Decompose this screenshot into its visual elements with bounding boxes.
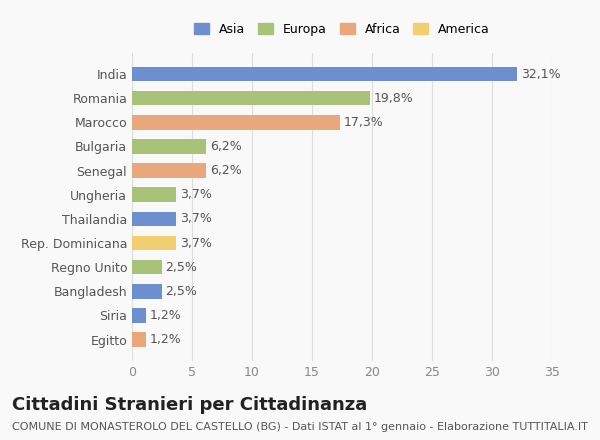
Legend: Asia, Europa, Africa, America: Asia, Europa, Africa, America <box>191 19 493 40</box>
Text: 17,3%: 17,3% <box>343 116 383 129</box>
Bar <box>132 163 206 178</box>
Bar <box>132 212 176 226</box>
Bar <box>132 67 517 81</box>
Text: Cittadini Stranieri per Cittadinanza: Cittadini Stranieri per Cittadinanza <box>12 396 367 414</box>
Bar <box>132 332 146 347</box>
Text: COMUNE DI MONASTEROLO DEL CASTELLO (BG) - Dati ISTAT al 1° gennaio - Elaborazion: COMUNE DI MONASTEROLO DEL CASTELLO (BG) … <box>12 422 588 433</box>
Bar <box>132 139 206 154</box>
Text: 1,2%: 1,2% <box>150 333 182 346</box>
Text: 2,5%: 2,5% <box>166 260 197 274</box>
Text: 32,1%: 32,1% <box>521 68 560 81</box>
Text: 2,5%: 2,5% <box>166 285 197 298</box>
Bar <box>132 308 146 323</box>
Bar <box>132 260 162 275</box>
Text: 3,7%: 3,7% <box>180 237 212 249</box>
Bar <box>132 236 176 250</box>
Bar <box>132 187 176 202</box>
Bar <box>132 284 162 298</box>
Text: 3,7%: 3,7% <box>180 188 212 201</box>
Text: 19,8%: 19,8% <box>373 92 413 105</box>
Text: 6,2%: 6,2% <box>210 140 242 153</box>
Bar <box>132 91 370 106</box>
Text: 1,2%: 1,2% <box>150 309 182 322</box>
Text: 3,7%: 3,7% <box>180 213 212 225</box>
Bar <box>132 115 340 129</box>
Text: 6,2%: 6,2% <box>210 164 242 177</box>
